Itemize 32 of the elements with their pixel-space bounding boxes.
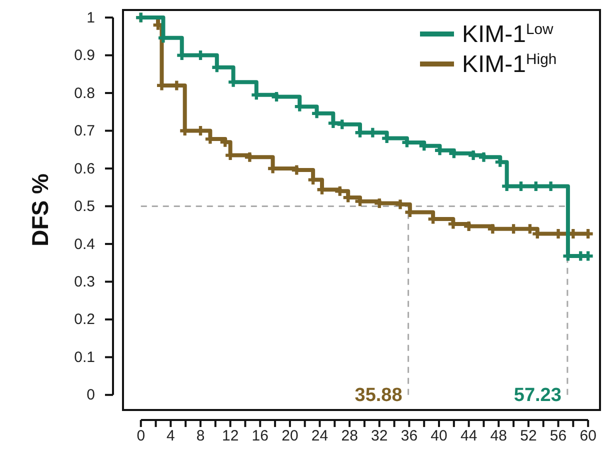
x-tick-label: 44 (460, 428, 478, 445)
x-tick-label: 32 (371, 428, 388, 445)
y-tick-label: 0.9 (74, 47, 95, 64)
x-tick-label: 24 (311, 428, 328, 445)
x-tick-label: 56 (550, 428, 567, 445)
x-tick-label: 60 (580, 428, 596, 445)
x-tick-label: 28 (341, 428, 358, 445)
x-tick-label: 40 (430, 428, 448, 445)
x-tick-label: 36 (400, 428, 418, 445)
y-tick-label: 0 (86, 386, 95, 404)
y-tick-label: 0.3 (74, 274, 95, 290)
ref-line-label: 35.88 (354, 384, 402, 406)
x-tick-label: 16 (252, 428, 268, 445)
x-tick-label: 20 (282, 428, 298, 445)
y-axis-title: DFS % (27, 174, 53, 246)
y-tick-label: 0.6 (74, 160, 95, 178)
x-tick-label: 4 (166, 428, 175, 445)
x-tick-label: 0 (136, 428, 146, 445)
y-tick-label: 0.5 (74, 198, 95, 216)
legend-label: KIM-1$^{High}$ (462, 51, 557, 78)
legend-label: KIM-1$^{Low}$ (462, 21, 554, 48)
y-tick-label: 0.2 (74, 311, 95, 328)
x-tick-label: 48 (490, 428, 507, 445)
x-tick-label: 12 (222, 428, 239, 445)
y-tick-label: 0.8 (74, 84, 95, 102)
y-tick-label: 0.7 (74, 122, 95, 140)
y-tick-label: 1 (86, 9, 95, 26)
x-tick-label: 52 (520, 428, 537, 445)
y-tick-label: 0.1 (74, 348, 95, 366)
y-tick-label: 0.4 (74, 236, 95, 253)
x-tick-label: 8 (196, 428, 205, 445)
ref-line-label: 57.23 (514, 384, 562, 406)
